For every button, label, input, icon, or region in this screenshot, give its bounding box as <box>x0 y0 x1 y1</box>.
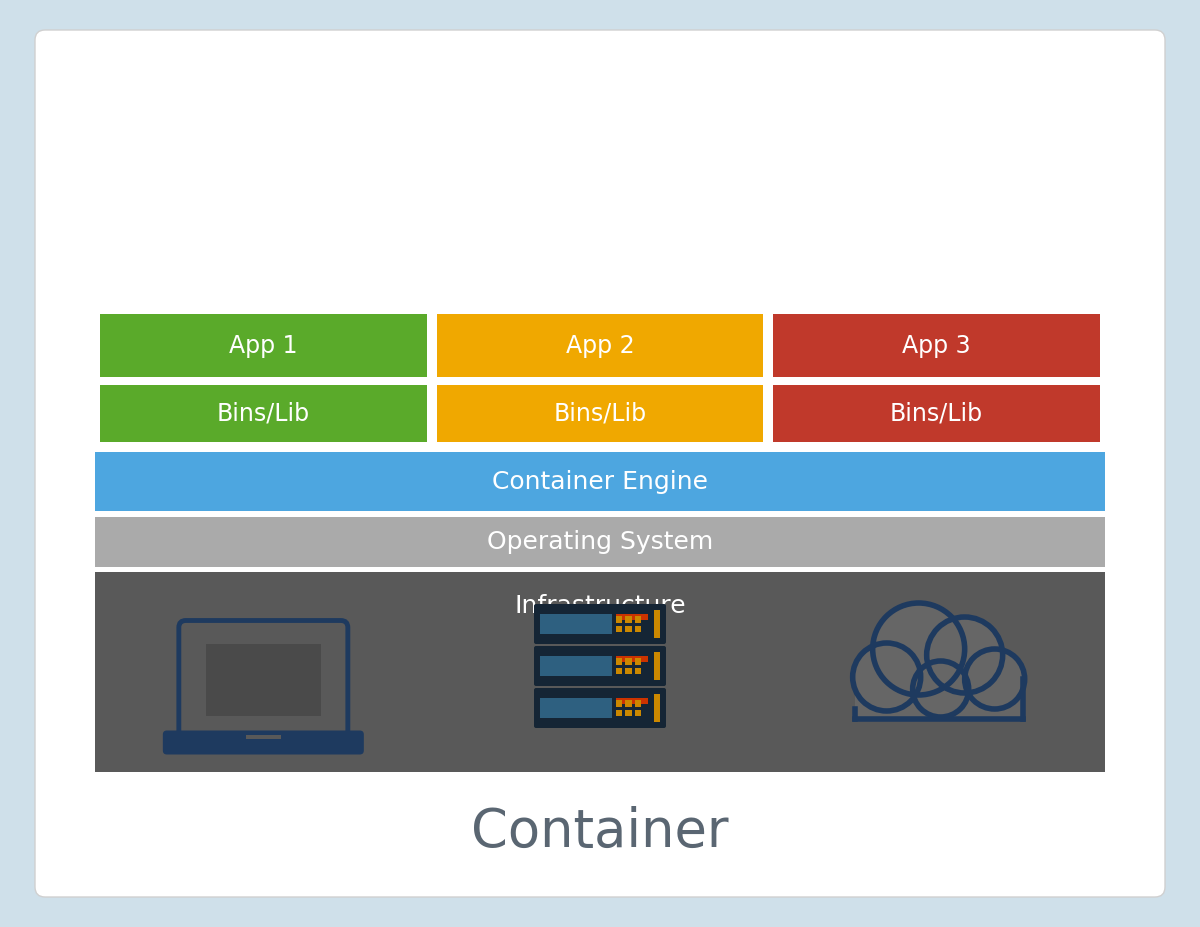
FancyBboxPatch shape <box>625 616 631 623</box>
FancyBboxPatch shape <box>625 710 631 717</box>
FancyBboxPatch shape <box>616 656 648 663</box>
FancyBboxPatch shape <box>163 730 364 755</box>
Text: App 2: App 2 <box>565 334 635 358</box>
FancyBboxPatch shape <box>854 679 1022 719</box>
Circle shape <box>853 643 920 711</box>
FancyBboxPatch shape <box>540 698 612 717</box>
FancyBboxPatch shape <box>100 314 427 377</box>
FancyBboxPatch shape <box>616 658 622 665</box>
Circle shape <box>965 649 1025 709</box>
FancyBboxPatch shape <box>635 616 641 623</box>
FancyBboxPatch shape <box>95 517 1105 567</box>
FancyBboxPatch shape <box>625 701 631 707</box>
FancyBboxPatch shape <box>616 701 622 707</box>
FancyBboxPatch shape <box>635 710 641 717</box>
FancyBboxPatch shape <box>534 646 666 686</box>
FancyBboxPatch shape <box>635 701 641 707</box>
FancyBboxPatch shape <box>95 572 1105 772</box>
FancyBboxPatch shape <box>35 30 1165 897</box>
FancyBboxPatch shape <box>437 314 763 377</box>
FancyBboxPatch shape <box>95 452 1105 511</box>
FancyBboxPatch shape <box>437 385 763 442</box>
FancyBboxPatch shape <box>206 644 320 716</box>
Circle shape <box>926 617 1003 693</box>
Circle shape <box>913 661 968 717</box>
FancyBboxPatch shape <box>616 698 648 705</box>
Circle shape <box>872 603 965 695</box>
FancyBboxPatch shape <box>179 620 348 740</box>
FancyBboxPatch shape <box>616 710 622 717</box>
FancyBboxPatch shape <box>856 679 1021 718</box>
Text: Container: Container <box>472 806 728 858</box>
FancyBboxPatch shape <box>625 658 631 665</box>
FancyBboxPatch shape <box>635 658 641 665</box>
FancyBboxPatch shape <box>635 626 641 632</box>
FancyBboxPatch shape <box>625 626 631 632</box>
FancyBboxPatch shape <box>534 688 666 728</box>
Text: App 3: App 3 <box>902 334 971 358</box>
FancyBboxPatch shape <box>654 652 660 680</box>
FancyBboxPatch shape <box>540 614 612 634</box>
Text: Bins/Lib: Bins/Lib <box>217 401 310 425</box>
FancyBboxPatch shape <box>635 667 641 675</box>
FancyBboxPatch shape <box>534 604 666 644</box>
FancyBboxPatch shape <box>540 656 612 676</box>
FancyBboxPatch shape <box>616 616 622 623</box>
Text: Infrastructure: Infrastructure <box>514 594 686 618</box>
Text: Operating System: Operating System <box>487 530 713 554</box>
FancyBboxPatch shape <box>654 610 660 638</box>
FancyBboxPatch shape <box>616 626 622 632</box>
Text: Bins/Lib: Bins/Lib <box>553 401 647 425</box>
Text: Container Engine: Container Engine <box>492 469 708 493</box>
FancyBboxPatch shape <box>616 667 622 675</box>
FancyBboxPatch shape <box>100 385 427 442</box>
FancyBboxPatch shape <box>654 694 660 722</box>
FancyBboxPatch shape <box>773 385 1100 442</box>
FancyBboxPatch shape <box>773 314 1100 377</box>
FancyBboxPatch shape <box>246 734 281 739</box>
Text: Bins/Lib: Bins/Lib <box>890 401 983 425</box>
Text: App 1: App 1 <box>229 334 298 358</box>
FancyBboxPatch shape <box>616 614 648 620</box>
FancyBboxPatch shape <box>625 667 631 675</box>
